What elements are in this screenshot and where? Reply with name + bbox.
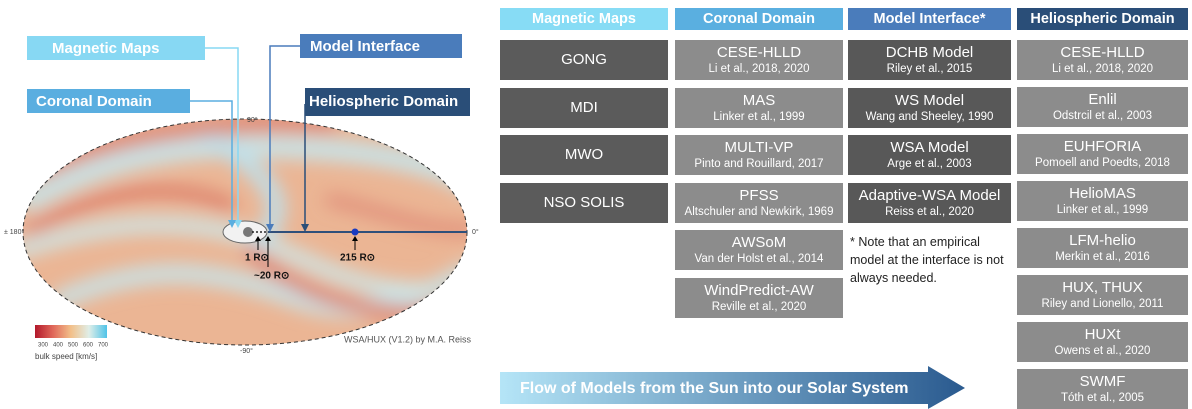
model-reference: Li et al., 2018, 2020 xyxy=(675,62,843,76)
colorbar-tick: 500 xyxy=(68,343,79,349)
page: Magnetic Maps Model Interface Coronal Do… xyxy=(0,0,1192,409)
angle-label: 0° xyxy=(472,228,479,236)
model-reference: Li et al., 2018, 2020 xyxy=(1017,62,1188,76)
model-reference: Pinto and Rouillard, 2017 xyxy=(675,157,843,171)
model-reference: Merkin et al., 2016 xyxy=(1017,250,1188,264)
model-name: HUX, THUX xyxy=(1017,279,1188,297)
model-name: NSO SOLIS xyxy=(500,194,668,212)
model-name: DCHB Model xyxy=(848,44,1011,62)
column-header: Heliospheric Domain xyxy=(1017,8,1188,30)
model-name: WSA Model xyxy=(848,139,1011,157)
model-name: MULTI-VP xyxy=(675,139,843,157)
model-reference: Van der Holst et al., 2014 xyxy=(675,252,843,266)
callout-model-interface: Model Interface xyxy=(310,38,420,55)
model-name: PFSS xyxy=(675,187,843,205)
callout-magnetic-maps: Magnetic Maps xyxy=(52,40,160,57)
model-name: MDI xyxy=(500,99,668,117)
model-reference: Arge et al., 2003 xyxy=(848,157,1011,171)
model-name: MAS xyxy=(675,92,843,110)
model-name: WindPredict-AW xyxy=(675,282,843,300)
distance-label: 1 R⊙ xyxy=(245,253,269,264)
model-reference: Linker et al., 1999 xyxy=(675,110,843,124)
model-box: MDI xyxy=(500,88,668,128)
model-name: WS Model xyxy=(848,92,1011,110)
model-name: HUXt xyxy=(1017,326,1188,344)
model-name: CESE-HLLD xyxy=(1017,44,1188,62)
model-reference: Riley et al., 2015 xyxy=(848,62,1011,76)
column-header: Coronal Domain xyxy=(675,8,843,30)
callout-coronal-domain: Coronal Domain xyxy=(36,93,152,110)
model-name: CESE-HLLD xyxy=(675,44,843,62)
colorbar-tick: 400 xyxy=(53,343,64,349)
model-reference: Riley and Lionello, 2011 xyxy=(1017,297,1188,311)
model-box: GONG xyxy=(500,40,668,80)
model-name: MWO xyxy=(500,146,668,164)
model-name: AWSoM xyxy=(675,234,843,252)
colorbar-tick: 700 xyxy=(98,343,109,349)
distance-label: 215 R⊙ xyxy=(340,253,375,264)
distance-label: ~20 R⊙ xyxy=(254,271,289,282)
model-name: EUHFORIA xyxy=(1017,138,1188,156)
model-reference: Linker et al., 1999 xyxy=(1017,203,1188,217)
column-header: Model Interface* xyxy=(848,8,1011,30)
angle-label: -90° xyxy=(240,347,253,355)
interface-note: * Note that an empirical model at the in… xyxy=(850,233,1010,287)
model-reference: Reville et al., 2020 xyxy=(675,300,843,314)
model-name: SWMF xyxy=(1017,373,1188,391)
angle-label: ± 180° xyxy=(4,228,24,236)
colorbar-label: bulk speed [km/s] xyxy=(35,352,97,361)
model-reference: Odstrcil et al., 2003 xyxy=(1017,109,1188,123)
model-box: NSO SOLIS xyxy=(500,183,668,223)
colorbar xyxy=(35,325,107,338)
model-box: MWO xyxy=(500,135,668,175)
model-reference: Wang and Sheeley, 1990 xyxy=(848,110,1011,124)
angle-label: 90° xyxy=(247,116,258,124)
model-reference: Altschuler and Newkirk, 1969 xyxy=(675,205,843,219)
model-name: HelioMAS xyxy=(1017,185,1188,203)
flow-label: Flow of Models from the Sun into our Sol… xyxy=(520,380,908,397)
colorbar-tick: 300 xyxy=(38,343,49,349)
model-reference: Pomoell and Poedts, 2018 xyxy=(1017,156,1188,170)
model-reference: Reiss et al., 2020 xyxy=(848,205,1011,219)
callout-heliospheric-domain: Heliospheric Domain xyxy=(309,93,458,110)
model-reference: Owens et al., 2020 xyxy=(1017,344,1188,358)
colorbar-tick: 600 xyxy=(83,343,94,349)
model-name: GONG xyxy=(500,51,668,69)
column-header: Magnetic Maps xyxy=(500,8,668,30)
model-reference: Tóth et al., 2005 xyxy=(1017,391,1188,405)
model-name: Adaptive-WSA Model xyxy=(848,187,1011,205)
credit: WSA/HUX (V1.2) by M.A. Reiss xyxy=(344,334,472,344)
model-name: LFM-helio xyxy=(1017,232,1188,250)
model-name: Enlil xyxy=(1017,91,1188,109)
